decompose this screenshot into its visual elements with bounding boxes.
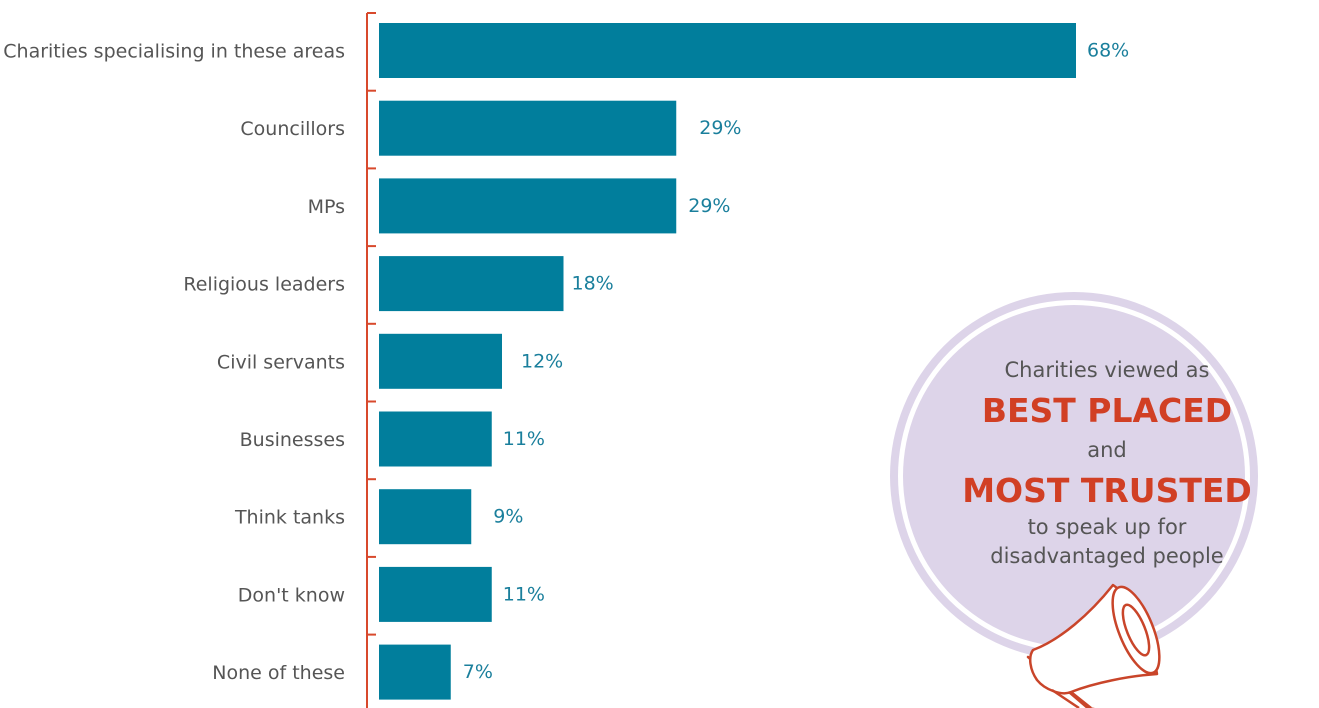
bars	[379, 23, 1076, 700]
category-label: Religious leaders	[183, 274, 345, 296]
value-label: 7%	[463, 661, 493, 683]
value-label: 18%	[572, 273, 614, 295]
category-label: Councillors	[240, 118, 345, 140]
bar	[379, 100, 677, 156]
category-label: Businesses	[240, 429, 345, 451]
category-label: Don't know	[238, 584, 345, 606]
callout-badge: Charities viewed as BEST PLACED and MOST…	[890, 292, 1258, 708]
category-label: Charities specialising in these areas	[3, 41, 345, 63]
category-label: Civil servants	[217, 351, 345, 373]
bar	[379, 644, 451, 700]
bar	[379, 411, 492, 467]
value-label: 12%	[521, 350, 563, 372]
callout-emphasis-best-placed: BEST PLACED	[982, 391, 1232, 430]
bar	[379, 489, 472, 545]
category-label: Think tanks	[234, 507, 345, 529]
bar	[379, 566, 492, 622]
callout-line-1: Charities viewed as	[1004, 358, 1209, 382]
value-label: 11%	[503, 583, 545, 605]
megaphone-icon	[1026, 583, 1161, 708]
callout-circle-inner	[903, 305, 1245, 647]
category-label: MPs	[308, 196, 345, 218]
category-labels: Charities specialising in these areas Cou…	[3, 41, 345, 685]
bar	[379, 333, 502, 389]
callout-line-2: and	[1087, 438, 1127, 462]
callout-emphasis-most-trusted: MOST TRUSTED	[962, 471, 1252, 510]
value-label: 9%	[493, 506, 523, 528]
bar	[379, 256, 564, 312]
value-labels: 68% 29% 29% 18% 12% 11% 9% 11% 7%	[463, 40, 1129, 684]
bar	[379, 23, 1076, 78]
callout-line-3: to speak up for	[1028, 515, 1187, 539]
bar	[379, 178, 677, 234]
value-label: 29%	[688, 195, 730, 217]
value-label: 29%	[699, 117, 741, 139]
value-label: 11%	[503, 428, 545, 450]
category-label: None of these	[212, 662, 345, 684]
callout-line-4: disadvantaged people	[990, 544, 1223, 568]
category-axis	[366, 12, 376, 708]
value-label: 68%	[1087, 40, 1129, 62]
